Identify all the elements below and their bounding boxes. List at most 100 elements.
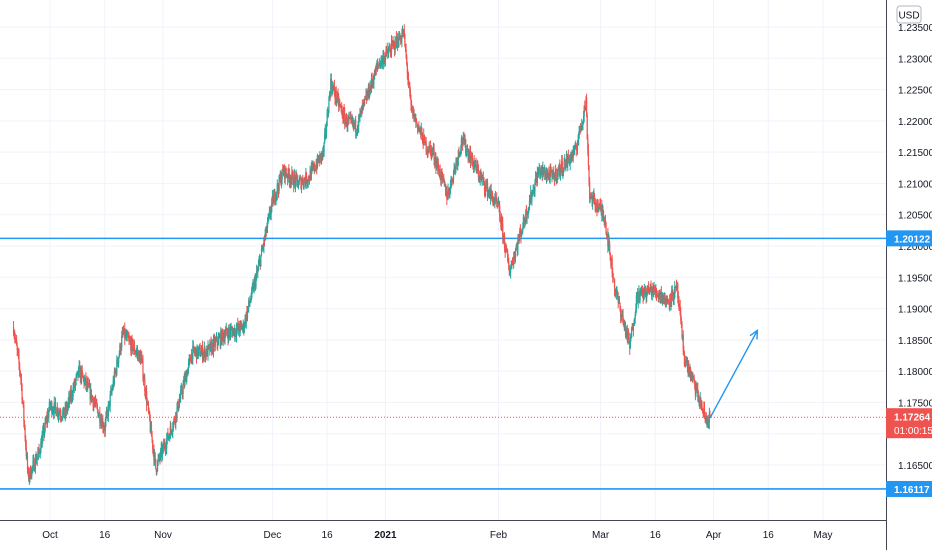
- candle-body[interactable]: [213, 339, 215, 341]
- candle-body[interactable]: [452, 172, 455, 182]
- candle-body[interactable]: [85, 381, 88, 386]
- candle-body[interactable]: [423, 135, 425, 146]
- candle-body[interactable]: [571, 153, 573, 159]
- candle-body[interactable]: [188, 358, 190, 363]
- candle-body[interactable]: [242, 327, 244, 330]
- candle-body[interactable]: [145, 391, 147, 397]
- candle-body[interactable]: [606, 233, 608, 235]
- candle-body[interactable]: [315, 164, 317, 171]
- candle-body[interactable]: [420, 128, 422, 135]
- candle-body[interactable]: [393, 42, 395, 44]
- candle-body[interactable]: [662, 294, 664, 299]
- candle-body[interactable]: [311, 166, 314, 168]
- candle-body[interactable]: [432, 150, 434, 153]
- candle-body[interactable]: [431, 148, 433, 153]
- candle-body[interactable]: [217, 343, 219, 346]
- candle-body[interactable]: [651, 289, 653, 297]
- candle-body[interactable]: [81, 369, 83, 374]
- candle-body[interactable]: [508, 261, 510, 270]
- candle-body[interactable]: [539, 172, 542, 176]
- candle-body[interactable]: [437, 162, 439, 170]
- candle-body[interactable]: [268, 211, 270, 215]
- candle-body[interactable]: [353, 123, 356, 126]
- candle-body[interactable]: [518, 236, 520, 242]
- candle-body[interactable]: [51, 402, 53, 414]
- candle-body[interactable]: [533, 191, 535, 193]
- candle-body[interactable]: [173, 418, 175, 422]
- candle-body[interactable]: [34, 457, 37, 470]
- candle-body[interactable]: [200, 351, 202, 356]
- candle-body[interactable]: [288, 174, 291, 182]
- candle-body[interactable]: [674, 287, 676, 298]
- candle-body[interactable]: [493, 201, 495, 205]
- candle-body[interactable]: [118, 353, 120, 358]
- candle-body[interactable]: [250, 297, 252, 301]
- candle-body[interactable]: [452, 179, 454, 182]
- candle-body[interactable]: [33, 459, 35, 471]
- candle-body[interactable]: [58, 412, 60, 415]
- candle-body[interactable]: [702, 408, 704, 413]
- candle-body[interactable]: [211, 343, 213, 353]
- candle-body[interactable]: [76, 370, 78, 374]
- candle-body[interactable]: [692, 376, 694, 378]
- candle-body[interactable]: [138, 352, 140, 362]
- candle-body[interactable]: [534, 182, 536, 192]
- candle-body[interactable]: [320, 153, 322, 160]
- candle-body[interactable]: [577, 139, 579, 145]
- candle-body[interactable]: [53, 411, 55, 414]
- candle-body[interactable]: [102, 419, 104, 428]
- candle-body[interactable]: [281, 169, 283, 180]
- candle-body[interactable]: [677, 283, 679, 298]
- candle-body[interactable]: [511, 262, 514, 265]
- candle-body[interactable]: [260, 248, 263, 256]
- candle-body[interactable]: [654, 290, 656, 294]
- candle-body[interactable]: [669, 294, 671, 305]
- candle-body[interactable]: [132, 348, 134, 352]
- candle-body[interactable]: [53, 402, 55, 414]
- candle-body[interactable]: [267, 218, 269, 220]
- candle-body[interactable]: [607, 237, 610, 247]
- candle-body[interactable]: [103, 428, 105, 430]
- candle-body[interactable]: [420, 128, 422, 135]
- candle-body[interactable]: [490, 190, 492, 195]
- candle-body[interactable]: [32, 459, 35, 462]
- candle-body[interactable]: [437, 162, 439, 168]
- candle-body[interactable]: [615, 292, 617, 294]
- candle-body[interactable]: [540, 168, 542, 173]
- candle-body[interactable]: [186, 372, 188, 376]
- candle-body[interactable]: [356, 129, 359, 133]
- candle-body[interactable]: [184, 373, 187, 377]
- candle-body[interactable]: [14, 338, 16, 340]
- candle-body[interactable]: [651, 289, 653, 297]
- candle-body[interactable]: [561, 161, 563, 174]
- candle-body[interactable]: [661, 299, 663, 301]
- candle-body[interactable]: [168, 435, 170, 437]
- candle-body[interactable]: [584, 106, 586, 110]
- candle-body[interactable]: [598, 209, 600, 212]
- candle-body[interactable]: [617, 297, 619, 302]
- candle-body[interactable]: [625, 331, 627, 336]
- candle-body[interactable]: [98, 412, 100, 416]
- candle-body[interactable]: [554, 174, 556, 182]
- candle-body[interactable]: [656, 294, 658, 296]
- candle-body[interactable]: [528, 206, 530, 209]
- candle-body[interactable]: [299, 177, 301, 179]
- candle-body[interactable]: [479, 174, 481, 181]
- candle-body[interactable]: [418, 127, 420, 130]
- candle-body[interactable]: [126, 333, 128, 335]
- candle-body[interactable]: [174, 421, 176, 424]
- candle-body[interactable]: [276, 193, 278, 195]
- candle-body[interactable]: [515, 247, 517, 251]
- candle-body[interactable]: [46, 414, 49, 422]
- candle-body[interactable]: [146, 391, 148, 405]
- candle-body[interactable]: [553, 172, 555, 178]
- candle-body[interactable]: [703, 408, 706, 413]
- candle-body[interactable]: [234, 329, 236, 335]
- candle-body[interactable]: [513, 256, 515, 265]
- candle-body[interactable]: [579, 125, 581, 129]
- candle-body[interactable]: [538, 168, 540, 170]
- candle-body[interactable]: [466, 148, 468, 152]
- candle-body[interactable]: [379, 63, 381, 67]
- candle-body[interactable]: [523, 216, 525, 223]
- candle-body[interactable]: [415, 119, 418, 123]
